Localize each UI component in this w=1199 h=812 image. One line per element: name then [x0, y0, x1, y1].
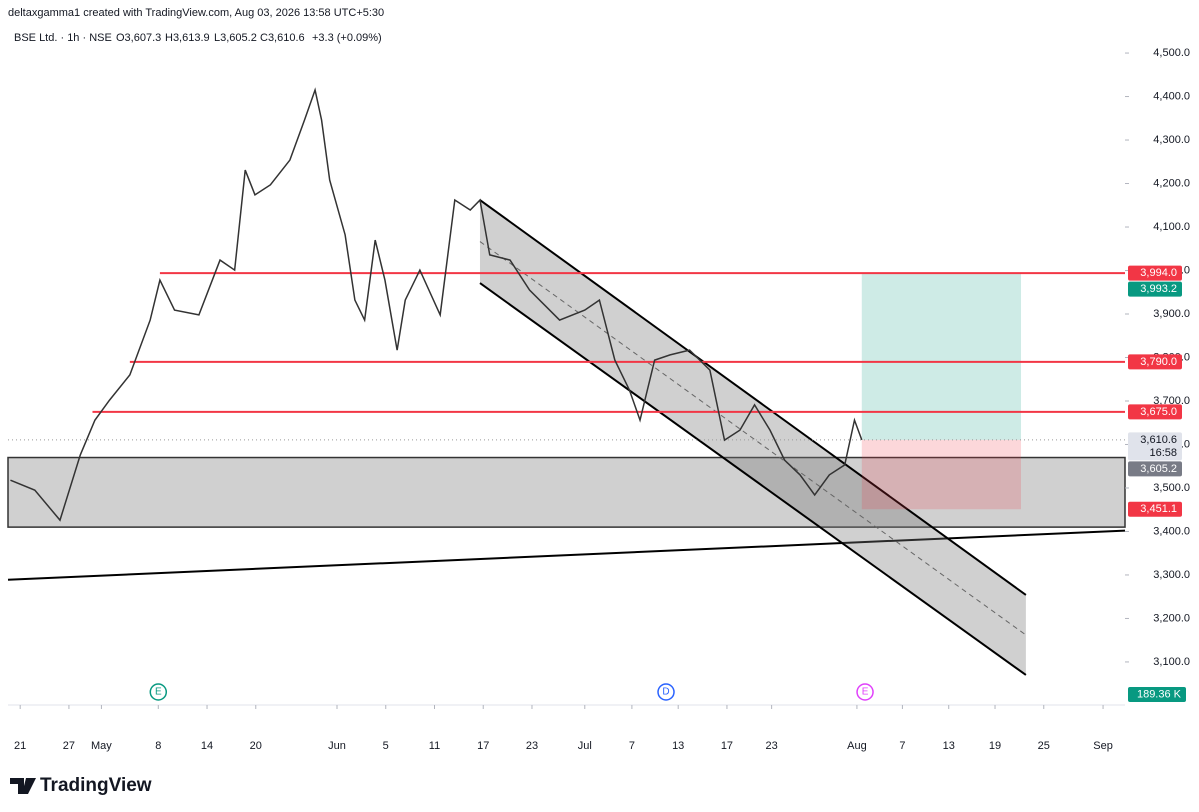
y-tick-label: 4,200.0	[1153, 177, 1190, 189]
x-tick-label: May	[91, 740, 112, 752]
y-tick-label: 4,500.0	[1153, 47, 1190, 59]
x-tick-label: Jul	[578, 740, 592, 752]
x-tick-label: 13	[672, 740, 684, 752]
event-label: E	[155, 687, 162, 698]
price-tag	[1128, 354, 1182, 370]
price-tag-label: 3,993.2	[1140, 283, 1177, 295]
x-tick-label: Sep	[1093, 740, 1113, 752]
ohlc-close: C3,610.6	[260, 32, 305, 44]
event-marker	[856, 683, 874, 701]
price-tag-label: 3,790.0	[1140, 356, 1177, 368]
y-tick-label: 3,100.0	[1153, 656, 1190, 668]
x-tick-label: 20	[250, 740, 262, 752]
x-tick-label: 8	[155, 740, 161, 752]
logo-mark	[10, 778, 36, 794]
x-tick-label: 21	[14, 740, 26, 752]
y-tick-label: 4,400.0	[1153, 90, 1190, 102]
event-marker	[149, 683, 168, 701]
position-stop	[861, 439, 1022, 510]
brand: TradingView	[40, 775, 152, 796]
ohlc-low: L3,605.2	[214, 32, 257, 44]
channel-lower	[479, 282, 1027, 676]
y-tick-label: 4,300.0	[1153, 134, 1190, 146]
event-label: E	[862, 687, 869, 698]
x-tick-label: Jun	[328, 740, 346, 752]
price-tag	[1128, 281, 1182, 297]
channel-mid	[479, 241, 1027, 636]
credit: deltaxgamma1 created with TradingView.co…	[8, 7, 384, 19]
price-tag	[1128, 461, 1182, 477]
ohlc-high: H3,613.9	[165, 32, 210, 44]
channel	[479, 200, 1026, 675]
y-tick-label: 3,400.0	[1153, 525, 1190, 537]
logo: TradingView	[10, 775, 152, 796]
y-tick-label: 3,500.0	[1153, 482, 1190, 494]
x-tick-label: 19	[989, 740, 1001, 752]
x-tick-label: 23	[765, 740, 777, 752]
symbol: BSE Ltd. · 1h · NSE	[14, 32, 112, 44]
channel-upper	[479, 199, 1027, 596]
price-tag-label: 3,610.6	[1140, 434, 1177, 446]
y-tick-label: 4,100.0	[1153, 221, 1190, 233]
x-tick-label: 11	[429, 740, 440, 752]
price-tag	[1128, 432, 1182, 461]
x-tick-label: 7	[899, 740, 905, 752]
price-tag	[1128, 404, 1182, 420]
price-tag	[1128, 265, 1182, 281]
price-tag-label: 3,451.1	[1140, 503, 1177, 515]
x-tick-label: 27	[63, 740, 75, 752]
x-tick-label: 25	[1038, 740, 1050, 752]
ohlc-change: +3.3 (+0.09%)	[312, 32, 382, 44]
support-zone	[7, 456, 1126, 528]
y-tick-label: 3,300.0	[1153, 569, 1190, 581]
trendline	[7, 529, 1126, 581]
price-tag-label: 3,675.0	[1140, 406, 1177, 418]
x-tick-label: 17	[721, 740, 733, 752]
price-tag-label: 3,605.2	[1140, 463, 1177, 475]
y-tick-label: 3,900.0	[1153, 308, 1190, 320]
x-tick-label: 7	[629, 740, 635, 752]
x-tick-label: 23	[526, 740, 538, 752]
volume-tag	[1128, 687, 1186, 702]
volume-tag-label: 189.36 K	[1137, 688, 1182, 700]
x-tick-label: 14	[201, 740, 213, 752]
event-marker	[657, 683, 675, 701]
y-tick-label: 3,200.0	[1153, 612, 1190, 624]
x-tick-label: 13	[943, 740, 955, 752]
price-tag-time: 16:58	[1149, 447, 1177, 459]
price-tag	[1128, 501, 1182, 517]
y-tick-label: 3,700.0	[1153, 395, 1190, 407]
x-tick-label: 5	[383, 740, 389, 752]
x-tick-label: 17	[477, 740, 489, 752]
price-line	[10, 87, 863, 522]
ohlc-open: O3,607.3	[116, 32, 161, 44]
event-label: D	[662, 687, 669, 698]
x-tick-label: Aug	[847, 740, 867, 752]
price-tag-label: 3,994.0	[1140, 267, 1177, 279]
position-target	[861, 273, 1022, 440]
